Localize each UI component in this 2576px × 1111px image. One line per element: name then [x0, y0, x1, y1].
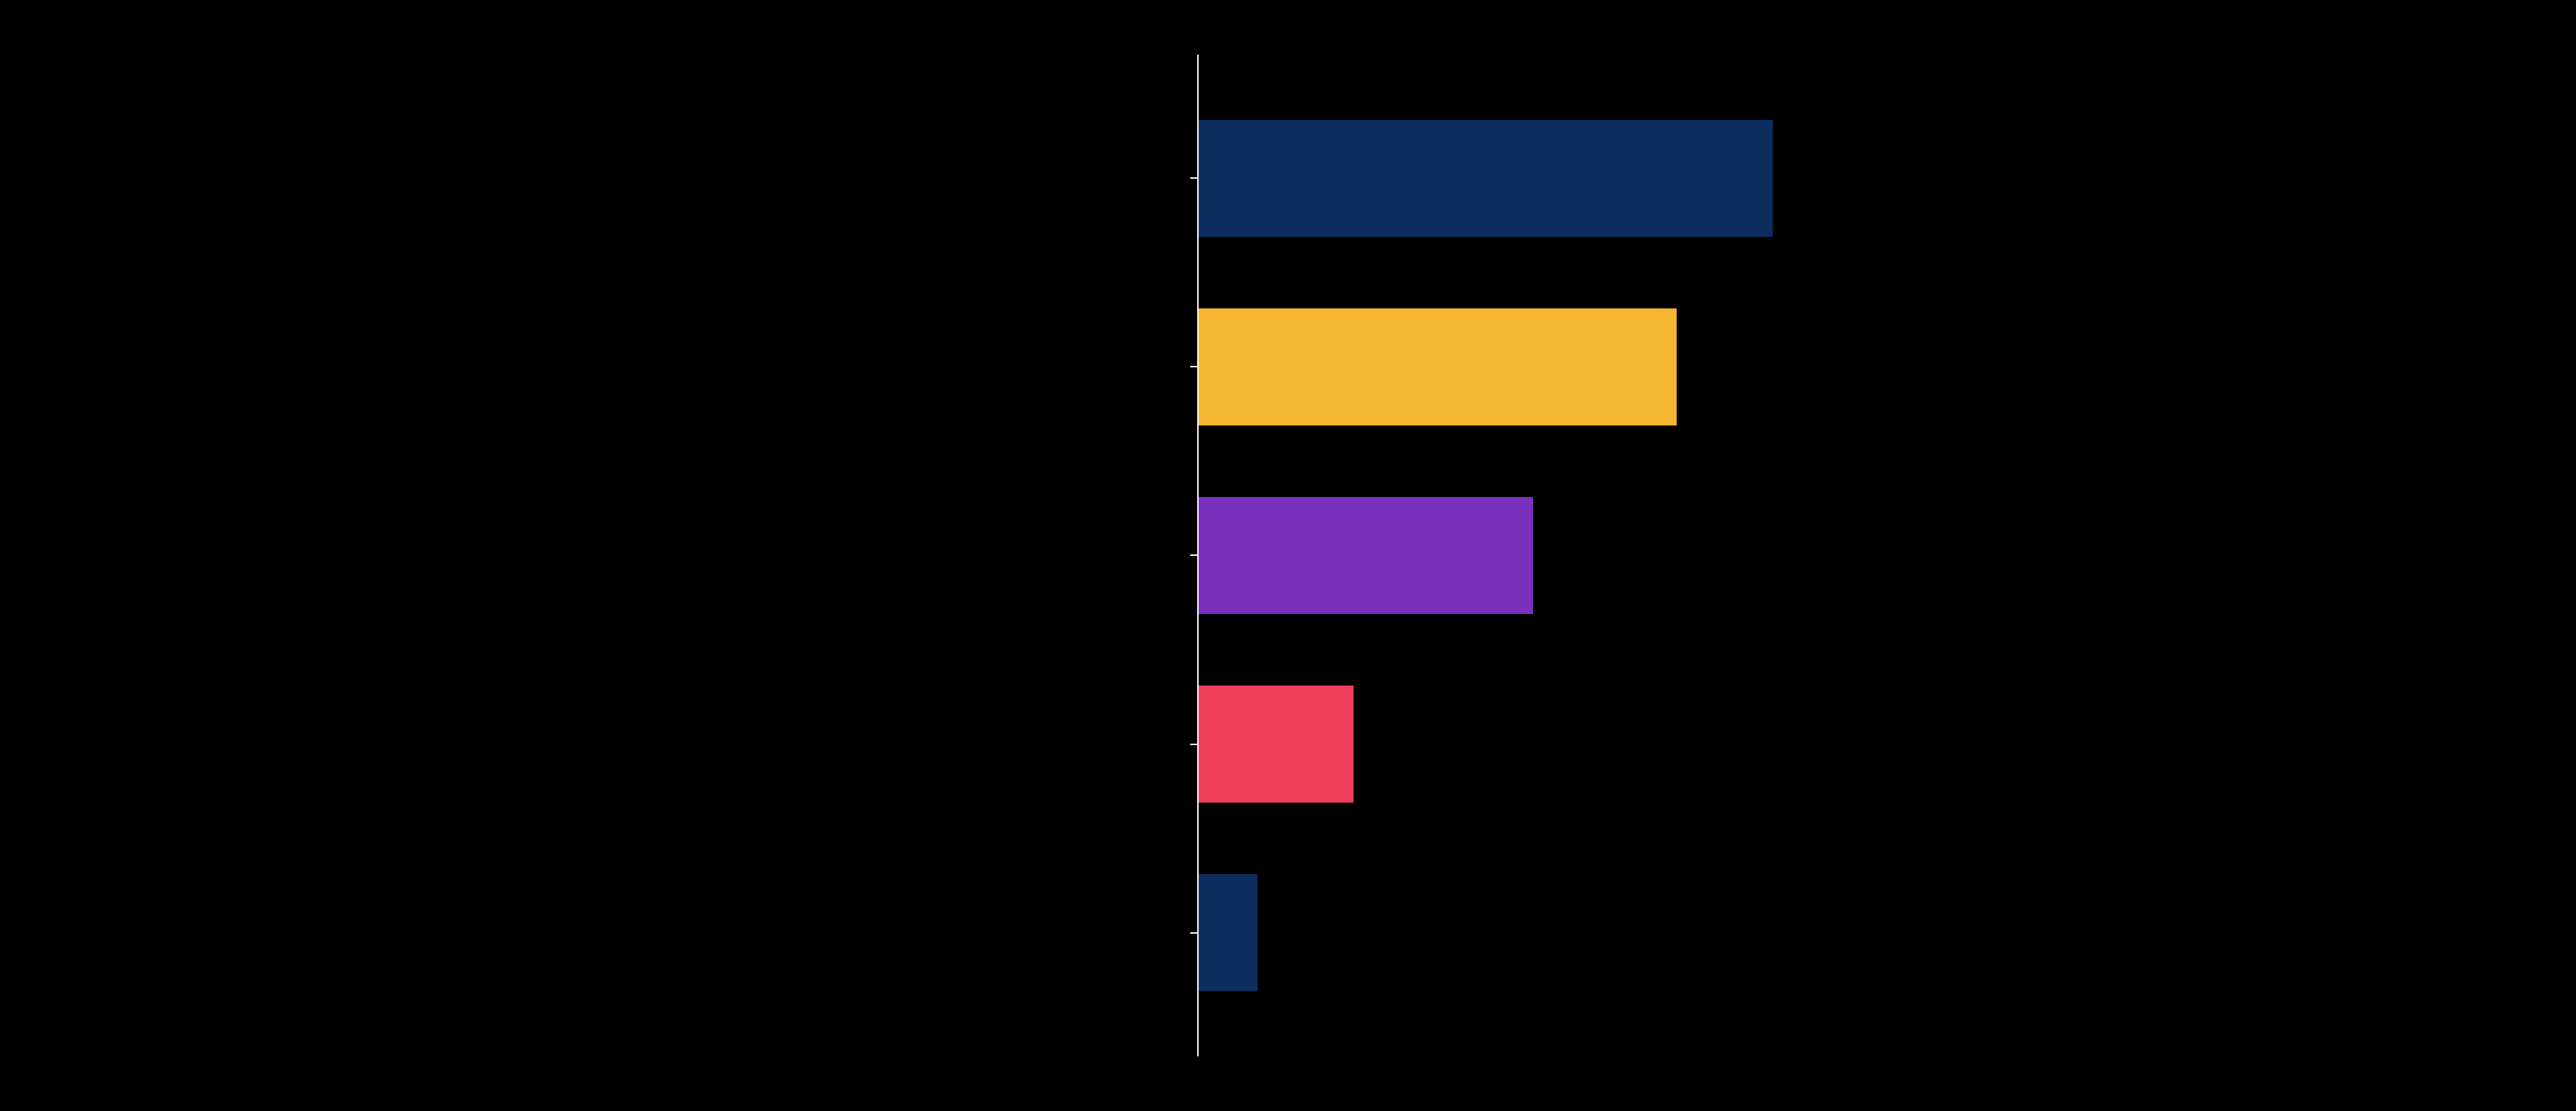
Bar: [1198, 497, 1533, 614]
Bar: [1198, 309, 1677, 426]
Bar: [1198, 120, 1772, 237]
Bar: [1198, 685, 1352, 802]
Bar: [1198, 874, 1257, 991]
